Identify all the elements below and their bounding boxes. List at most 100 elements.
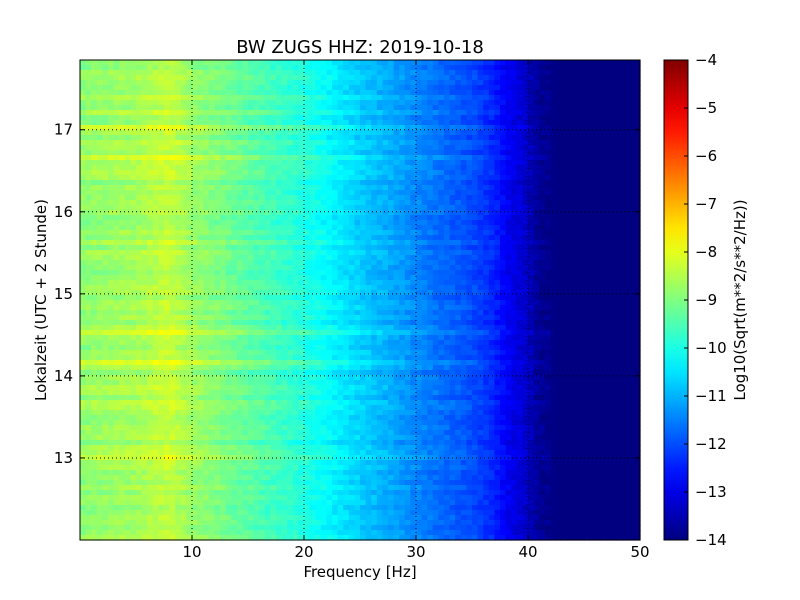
heatmap-cell: [516, 85, 523, 91]
heatmap-cell: [500, 65, 507, 71]
heatmap-cell: [164, 170, 171, 176]
heatmap-cell: [533, 150, 540, 156]
heatmap-cell: [220, 105, 227, 111]
heatmap-cell: [404, 150, 411, 156]
heatmap-cell: [432, 140, 439, 146]
heatmap-cell: [281, 210, 288, 216]
heatmap-cell: [427, 120, 434, 126]
heatmap-cell: [460, 200, 467, 206]
heatmap-cell: [572, 225, 579, 231]
heatmap-cell: [124, 250, 131, 256]
heatmap-cell: [449, 255, 456, 261]
heatmap-cell: [85, 270, 92, 276]
heatmap-cell: [505, 170, 512, 176]
heatmap-cell: [421, 235, 428, 241]
heatmap-cell: [460, 280, 467, 286]
heatmap-cell: [376, 275, 383, 281]
heatmap-cell: [382, 175, 389, 181]
heatmap-cell: [360, 290, 367, 296]
heatmap-cell: [600, 85, 607, 91]
heatmap-cell: [550, 165, 557, 171]
heatmap-cell: [326, 155, 333, 161]
heatmap-cell: [220, 270, 227, 276]
heatmap-cell: [556, 175, 563, 181]
heatmap-cell: [298, 265, 305, 271]
heatmap-cell: [472, 305, 479, 311]
heatmap-cell: [388, 60, 395, 66]
heatmap-cell: [169, 215, 176, 221]
heatmap-cell: [236, 200, 243, 206]
heatmap-cell: [208, 240, 215, 246]
heatmap-cell: [561, 300, 568, 306]
heatmap-cell: [360, 75, 367, 81]
heatmap-cell: [164, 140, 171, 146]
heatmap-cell: [91, 225, 98, 231]
heatmap-cell: [584, 210, 591, 216]
heatmap-cell: [612, 220, 619, 226]
heatmap-cell: [449, 230, 456, 236]
heatmap-cell: [488, 255, 495, 261]
heatmap-cell: [567, 300, 574, 306]
heatmap-cell: [354, 90, 361, 96]
heatmap-cell: [483, 235, 490, 241]
heatmap-cell: [432, 265, 439, 271]
heatmap-cell: [516, 125, 523, 131]
heatmap-cell: [572, 70, 579, 76]
heatmap-cell: [264, 120, 271, 126]
heatmap-cell: [483, 255, 490, 261]
heatmap-cell: [578, 245, 585, 251]
heatmap-cell: [236, 205, 243, 211]
heatmap-cell: [119, 270, 126, 276]
heatmap-cell: [292, 195, 299, 201]
heatmap-cell: [119, 95, 126, 101]
heatmap-cell: [259, 140, 266, 146]
heatmap-cell: [124, 125, 131, 131]
heatmap-cell: [102, 65, 109, 71]
heatmap-cell: [315, 225, 322, 231]
heatmap-cell: [292, 205, 299, 211]
heatmap-cell: [242, 245, 249, 251]
heatmap-cell: [332, 280, 339, 286]
heatmap-cell: [320, 105, 327, 111]
heatmap-cell: [388, 145, 395, 151]
heatmap-cell: [612, 210, 619, 216]
heatmap-cell: [477, 230, 484, 236]
heatmap-cell: [315, 130, 322, 136]
heatmap-cell: [91, 145, 98, 151]
heatmap-cell: [567, 120, 574, 126]
heatmap-cell: [175, 115, 182, 121]
heatmap-cell: [466, 235, 473, 241]
heatmap-cell: [130, 60, 137, 66]
heatmap-cell: [634, 300, 641, 306]
heatmap-cell: [556, 90, 563, 96]
heatmap-cell: [130, 255, 137, 261]
heatmap-cell: [393, 130, 400, 136]
heatmap-cell: [634, 230, 641, 236]
heatmap-cell: [326, 255, 333, 261]
heatmap-cell: [528, 170, 535, 176]
heatmap-cell: [371, 135, 378, 141]
heatmap-cell: [320, 115, 327, 121]
heatmap-cell: [472, 65, 479, 71]
heatmap-cell: [320, 250, 327, 256]
heatmap-cell: [399, 65, 406, 71]
heatmap-cell: [399, 155, 406, 161]
heatmap-cell: [197, 255, 204, 261]
heatmap-cell: [242, 135, 249, 141]
heatmap-cell: [444, 260, 451, 266]
heatmap-cell: [522, 80, 529, 86]
heatmap-cell: [388, 100, 395, 106]
heatmap-cell: [248, 155, 255, 161]
heatmap-cell: [488, 185, 495, 191]
heatmap-cell: [343, 265, 350, 271]
heatmap-cell: [309, 160, 316, 166]
heatmap-cell: [208, 140, 215, 146]
heatmap-cell: [259, 125, 266, 131]
heatmap-cell: [113, 215, 120, 221]
heatmap-cell: [158, 110, 165, 116]
heatmap-cell: [556, 110, 563, 116]
heatmap-cell: [175, 70, 182, 76]
heatmap-cell: [141, 295, 148, 301]
heatmap-cell: [399, 275, 406, 281]
heatmap-cell: [500, 200, 507, 206]
